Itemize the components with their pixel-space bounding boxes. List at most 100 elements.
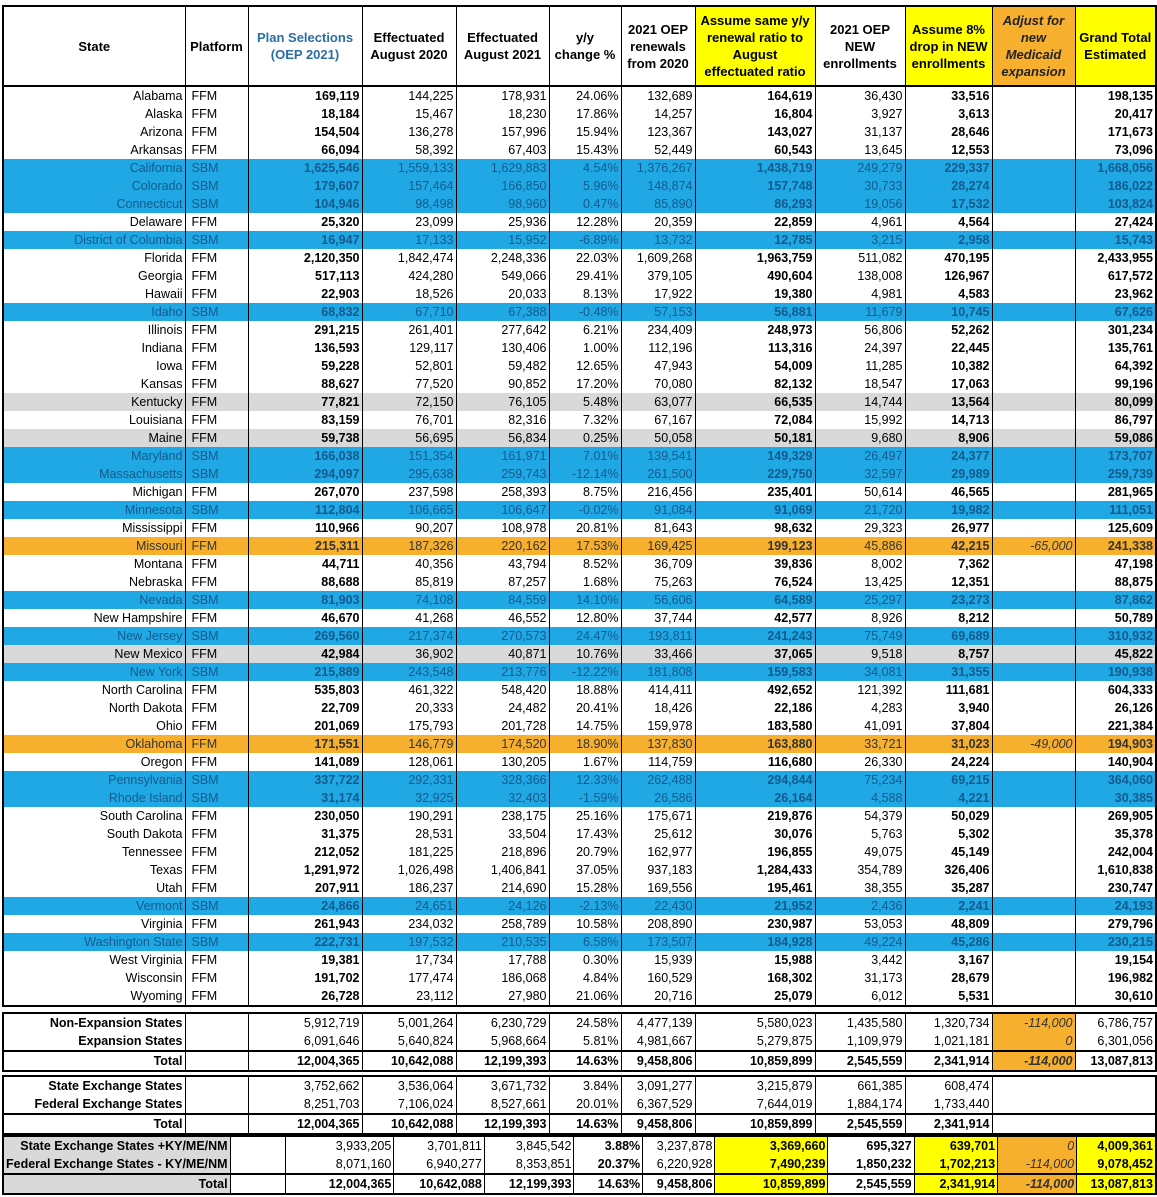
cell-grand-total: 194,903: [1074, 735, 1157, 753]
cell-renewals: 1,609,268: [620, 249, 696, 267]
table-row: Minnesota SBM 112,804 106,665 106,647 -0.02% 9…: [2, 501, 1157, 519]
cell-new-enrollments: 33,721: [814, 735, 906, 753]
cell-renewals: 56,606: [620, 591, 696, 609]
cell-assume-renewals: 490,604: [694, 267, 816, 285]
cell-platform: FFM: [184, 519, 249, 537]
cell-assume-renewals: 30,076: [694, 825, 816, 843]
cell-assume-drop: 1,702,213: [913, 1155, 999, 1174]
cell-assume-drop: 4,583: [904, 285, 993, 303]
cell-new-enrollments: 138,008: [814, 267, 906, 285]
cell-assume-renewals: 164,619: [694, 86, 816, 105]
cell-new-enrollments: 38,355: [814, 879, 906, 897]
cell-platform: SBM: [184, 303, 249, 321]
header-assume-drop: Assume 8% drop in NEW enrollments: [904, 5, 993, 87]
cell-medicaid-adjust: [991, 213, 1076, 231]
cell-effectuated-2020: 17,133: [361, 231, 457, 249]
table-row: West Virginia FFM 19,381 17,734 17,788 0.30% 1…: [2, 951, 1157, 969]
cell-plan-selections: 215,889: [247, 663, 363, 681]
cell-state: State Exchange States: [2, 1076, 186, 1095]
header-assume-renewal-ratio: Assume same y/y renewal ratio to August …: [694, 5, 816, 87]
cell-plan-selections: 230,050: [247, 807, 363, 825]
cell-renewals: 70,080: [620, 375, 696, 393]
cell-effectuated-2020: 144,225: [361, 86, 457, 105]
cell-assume-renewals: 7,644,019: [694, 1095, 816, 1114]
cell-plan-selections: 5,912,719: [247, 1013, 363, 1032]
cell-plan-selections: 1,625,546: [247, 159, 363, 177]
cell-effectuated-2021: 186,068: [455, 969, 550, 987]
cell-renewals: 18,426: [620, 699, 696, 717]
cell-renewals: 139,541: [620, 447, 696, 465]
cell-medicaid-adjust: [991, 807, 1076, 825]
cell-new-enrollments: 15,992: [814, 411, 906, 429]
cell-effectuated-2020: 72,150: [361, 393, 457, 411]
cell-medicaid-adjust: [992, 1076, 1075, 1095]
cell-new-enrollments: 41,091: [814, 717, 906, 735]
table-row: New York SBM 215,889 243,548 213,776 -12.22% 1…: [2, 663, 1157, 681]
cell-effectuated-2021: 43,794: [455, 555, 550, 573]
cell-effectuated-2020: 56,695: [361, 429, 457, 447]
cell-assume-drop: 10,382: [904, 357, 993, 375]
cell-effectuated-2021: 82,316: [455, 411, 550, 429]
cell-new-enrollments: 3,442: [814, 951, 906, 969]
cell-medicaid-adjust: -114,000: [997, 1173, 1078, 1194]
cell-effectuated-2021: 218,896: [455, 843, 550, 861]
cell-assume-drop: 3,940: [904, 699, 993, 717]
cell-renewals: 114,759: [620, 753, 696, 771]
cell-grand-total: 99,196: [1074, 375, 1157, 393]
cell-state: Wyoming: [2, 987, 186, 1007]
cell-medicaid-adjust: [991, 969, 1076, 987]
header-row: State Platform Plan Selections (OEP 2021…: [2, 5, 1157, 87]
cell-grand-total: 13,087,813: [1076, 1173, 1157, 1194]
cell-medicaid-adjust: [991, 321, 1076, 339]
table-row: Alabama FFM 169,119 144,225 178,931 24.06% 132…: [2, 86, 1157, 105]
cell-new-enrollments: 2,545,559: [814, 1113, 906, 1134]
cell-effectuated-2021: 17,788: [455, 951, 550, 969]
cell-medicaid-adjust: [991, 447, 1076, 465]
cell-grand-total: 310,932: [1074, 627, 1157, 645]
enrollment-table: State Platform Plan Selections (OEP 2021…: [2, 5, 1157, 1007]
cell-effectuated-2020: 10,642,088: [361, 1113, 457, 1134]
cell-renewals: 52,449: [620, 141, 696, 159]
cell-platform: FFM: [184, 249, 249, 267]
cell-plan-selections: 294,097: [247, 465, 363, 483]
table-row: Mississippi FFM 110,966 90,207 108,978 20.81%…: [2, 519, 1157, 537]
cell-grand-total: 1,610,838: [1074, 861, 1157, 879]
cell-assume-drop: 33,516: [904, 86, 993, 105]
cell-assume-drop: 3,613: [904, 105, 993, 123]
cell-platform: FFM: [184, 321, 249, 339]
cell-effectuated-2021: 549,066: [455, 267, 550, 285]
cell-grand-total: 2,433,955: [1074, 249, 1157, 267]
cell-state: Non-Expansion States: [2, 1013, 186, 1032]
cell-yy-change: 5.48%: [548, 393, 622, 411]
cell-medicaid-adjust: [991, 483, 1076, 501]
cell-effectuated-2021: 12,199,393: [455, 1113, 550, 1134]
cell-effectuated-2021: 87,257: [455, 573, 550, 591]
cell-platform: FFM: [184, 825, 249, 843]
cell-medicaid-adjust: [991, 789, 1076, 807]
cell-medicaid-adjust: [991, 519, 1076, 537]
cell-assume-drop: 23,273: [904, 591, 993, 609]
cell-effectuated-2020: 40,356: [361, 555, 457, 573]
cell-platform: SBM: [184, 195, 249, 213]
cell-assume-renewals: 12,785: [694, 231, 816, 249]
cell-medicaid-adjust: [991, 681, 1076, 699]
cell-new-enrollments: 26,330: [814, 753, 906, 771]
cell-yy-change: 20.81%: [548, 519, 622, 537]
cell-state: Expansion States: [2, 1032, 186, 1051]
cell-state: New Mexico: [2, 645, 186, 663]
table-row: Iowa FFM 59,228 52,801 59,482 12.65% 47,943 54,…: [2, 357, 1157, 375]
cell-grand-total: 103,824: [1074, 195, 1157, 213]
cell-platform: FFM: [184, 411, 249, 429]
cell-plan-selections: 517,113: [247, 267, 363, 285]
cell-platform: FFM: [184, 717, 249, 735]
cell-state: Hawaii: [2, 285, 186, 303]
header-plan-selections: Plan Selections (OEP 2021): [247, 5, 363, 87]
cell-effectuated-2021: 174,520: [455, 735, 550, 753]
header-medicaid-adjust: Adjust for new Medicaid expansion: [991, 5, 1076, 87]
cell-effectuated-2021: 27,980: [455, 987, 550, 1007]
cell-effectuated-2021: 106,647: [455, 501, 550, 519]
cell-new-enrollments: 29,323: [814, 519, 906, 537]
cell-platform: SBM: [184, 789, 249, 807]
cell-platform: [185, 1013, 249, 1032]
cell-grand-total: 88,875: [1074, 573, 1157, 591]
